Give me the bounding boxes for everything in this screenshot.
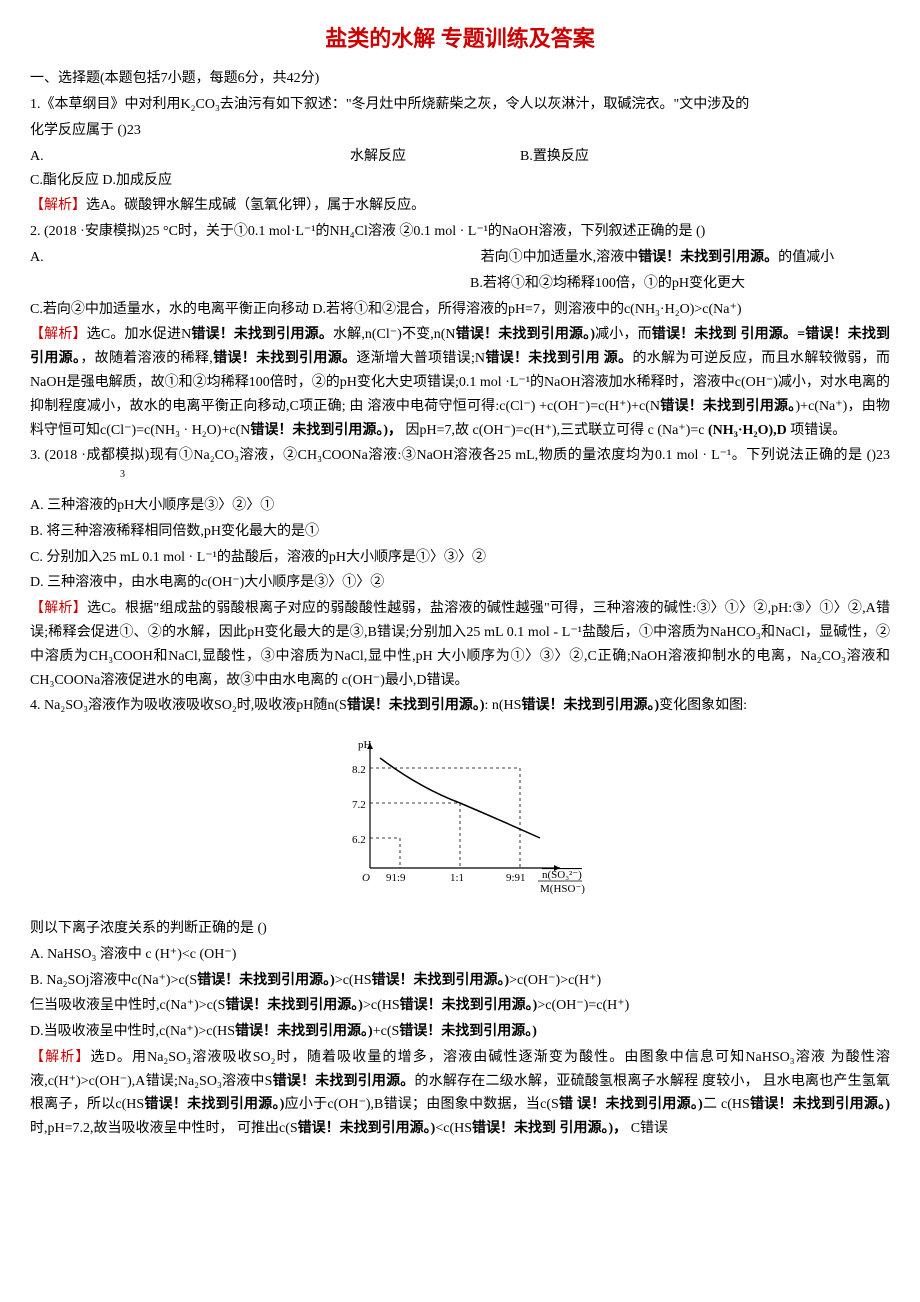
- q2-optB-row: B.若将①和②均稀释100倍，①的pH变化更大: [30, 272, 890, 296]
- q1-optA-label: A.: [30, 149, 44, 164]
- q4-stem-pre: 4. Na₂SO₃溶液作为吸收液吸收SO₂时,吸收液pH随n(S: [30, 698, 347, 713]
- q2-a2: 水解,n(Cl⁻)不变,n(N: [333, 327, 456, 342]
- q3-optD: D. 三种溶液中，由水电离的c(OH⁻)大小顺序是③〉①〉②: [30, 571, 890, 595]
- q4-stem-mid: : n(HS: [485, 698, 522, 713]
- q1-stem-2: 化学反应属于 ()23: [30, 119, 890, 143]
- q2-a1: 选C。加水促进N: [87, 327, 192, 342]
- q4-ana4: 二 c(HS: [703, 1097, 750, 1112]
- q4-optC-pre: 仨当吸收液呈中性时,c(Na⁺)>c(S: [30, 998, 225, 1013]
- q4-optC-e1: 错误！未找到引用源。): [225, 998, 363, 1013]
- xtick-2: 1:1: [450, 872, 464, 884]
- q4-ae5: 错误！未找到引用源。): [298, 1121, 436, 1136]
- q4-ana-label: 【解析】: [30, 1050, 91, 1065]
- q4-stem: 4. Na₂SO₃溶液作为吸收液吸收SO₂时,吸收液pH随n(S错误！未找到引用…: [30, 694, 890, 718]
- q1-ana-label: 【解析】: [30, 198, 86, 213]
- q2-optCD: C.若向②中加适量水，水的电离平衡正向移动 D.若将①和②混合，所得溶液的pH=…: [30, 298, 890, 322]
- q4-optB-e1: 错误！未找到引用源。): [197, 973, 335, 988]
- q2-stem: 2. (2018 ·安康模拟)25 °C时，关于①0.1 mol·L⁻¹的NH₄…: [30, 220, 890, 244]
- q2-err1: 错误！未找到引用源。: [638, 250, 778, 265]
- svg-text:O: O: [362, 872, 370, 884]
- q3-stem-text: 3. (2018 ·成都模拟)现有①Na₂CO₃溶液，②CH₃COONa溶液:③…: [30, 448, 890, 463]
- q4-ae1: 错误！未找到引用源。: [272, 1074, 414, 1089]
- q4-ae6: 错误！未找到 引用源。)，: [472, 1121, 627, 1136]
- q4-ana7: C错误: [627, 1121, 668, 1136]
- xtick-1: 91:9: [386, 872, 406, 884]
- xlabel-top: n(SO₃²⁻): [542, 869, 582, 881]
- q1-optC: C.酯化反应 D.加成反应: [30, 169, 172, 193]
- q3-stem: 3. (2018 ·成都模拟)现有①Na₂CO₃溶液，②CH₃COONa溶液:③…: [30, 444, 890, 492]
- q4-optB-pre: B. Na₂SOj溶液中c(Na⁺)>c(S: [30, 973, 197, 988]
- q4-optD-e2: 错误！未找到引用源。): [399, 1024, 537, 1039]
- q4-optC-mid: >c(HS: [363, 998, 400, 1013]
- q2-e7: 错误！未找到引用源。)，: [250, 423, 402, 438]
- q3-optB: B. 将三种溶液稀释相同倍数,pH变化最大的是①: [30, 520, 890, 544]
- section-header: 一、选择题(本题包括7小题，每题6分，共42分): [30, 67, 890, 91]
- q2-e8: (NH₃·H₂O),D: [708, 423, 787, 438]
- q2-ana-label: 【解析】: [30, 327, 87, 342]
- ylabel: pH: [358, 739, 372, 751]
- xtick-3: 9:91: [506, 872, 526, 884]
- q3-sup3: 3: [30, 469, 125, 480]
- q2-analysis: 【解析】选C。加水促进N错误！未找到引用源。水解,n(Cl⁻)不变,n(N错误！…: [30, 323, 890, 442]
- q1-analysis: 【解析】选A。碳酸钾水解生成碱（氢氧化钾），属于水解反应。: [30, 194, 890, 218]
- ytick-2: 7.2: [352, 799, 366, 811]
- q4-optC-e2: 错误！未找到引用源。): [400, 998, 538, 1013]
- q4-ae4: 错误！未找到引用源。): [750, 1097, 890, 1112]
- q4-optD-pre: D.当吸收液呈中性时,c(Na⁺)>c(HS: [30, 1024, 235, 1039]
- q2-a3: 减小，而: [595, 327, 652, 342]
- chart-figure: 6.2 7.2 8.2 pH 91:9 1:1 9:91 O n(SO₃²⁻) …: [30, 728, 890, 907]
- q2-a4: ，故随着溶液的稀释,: [80, 351, 212, 366]
- q3-optC: C. 分别加入25 mL 0.1 mol · L⁻¹的盐酸后，溶液的pH大小顺序…: [30, 546, 890, 570]
- q2-optB: B.若将①和②均稀释100倍，①的pH变化更大: [470, 276, 745, 291]
- q2-e4: 错误！未找到引用源。: [213, 351, 357, 366]
- q2-e2: 错误！未找到引用源。): [456, 327, 595, 342]
- q4-e2: 错误！未找到引用源。): [521, 698, 659, 713]
- q3-ana-label: 【解析】: [30, 601, 87, 616]
- q1-stem-1: 1.《本草纲目》中对利用K₂CO₃去油污有如下叙述："冬月灶中所烧薪柴之灰，令人…: [30, 93, 890, 117]
- q4-ana5: 时,pH=7.2,故当吸收液呈中性时， 可推出c(S: [30, 1121, 298, 1136]
- q4-after-chart: 则以下离子浓度关系的判断正确的是 (): [30, 917, 890, 941]
- q4-optB-post: >c(OH⁻)>c(H⁺): [509, 973, 601, 988]
- q4-optB-e2: 错误！未找到引用源。): [371, 973, 509, 988]
- q4-ae3: 错 误！未找到引用源。): [559, 1097, 703, 1112]
- q4-optD: D.当吸收液呈中性时,c(Na⁺)>c(HS错误！未找到引用源。)+c(S错误！…: [30, 1020, 890, 1044]
- q4-optB-mid: >c(HS: [335, 973, 372, 988]
- q3-optA: A. 三种溶液的pH大小顺序是③〉②〉①: [30, 494, 890, 518]
- q4-stem-post: 变化图象如图:: [659, 698, 747, 713]
- q2-optA-text: 若向①中加适量水,溶液中: [481, 250, 639, 265]
- q4-ana3: 应小于c(OH⁻),B错误；由图象中数据，当c(S: [284, 1097, 558, 1112]
- page-title: 盐类的水解 专题训练及答案: [30, 20, 890, 57]
- q4-optC-post: >c(OH⁻)=c(H⁺): [537, 998, 629, 1013]
- q4-optB: B. Na₂SOj溶液中c(Na⁺)>c(S错误！未找到引用源。)>c(HS错误…: [30, 969, 890, 993]
- q4-e1: 错误！未找到引用源。): [347, 698, 485, 713]
- ytick-3: 8.2: [352, 764, 366, 776]
- q1-optB: B.置换反应: [520, 145, 750, 169]
- q2-optA-label: A.: [30, 250, 44, 265]
- xlabel-bot: M(HSO⁻): [540, 883, 585, 895]
- q1-options: A. 水解反应 B.置换反应 C.酯化反应 D.加成反应: [30, 145, 890, 193]
- q2-e5: 错误！未找到引用 源。: [485, 351, 632, 366]
- q4-optA: A. NaHSO₃ 溶液中 c (H⁺)<c (OH⁻): [30, 943, 890, 967]
- q2-e6: 错误！未找到引用源。: [660, 399, 795, 414]
- q2-a5: 逐渐增大普项错误;N: [356, 351, 485, 366]
- q4-optC: 仨当吸收液呈中性时,c(Na⁺)>c(S错误！未找到引用源。)>c(HS错误！未…: [30, 994, 890, 1018]
- q1-optA-text: 水解反应: [350, 145, 520, 169]
- q4-optD-e1: 错误！未找到引用源。): [235, 1024, 373, 1039]
- q3-analysis: 【解析】选C。根据"组成盐的弱酸根离子对应的弱酸酸性越弱，盐溶液的碱性越强"可得…: [30, 597, 890, 692]
- q2-a8: 因pH=7,故 c(OH⁻)=c(H⁺),三式联立可得 c (Na⁺)=c: [402, 423, 708, 438]
- q2-a9: 项错误。: [787, 423, 847, 438]
- ytick-1: 6.2: [352, 834, 366, 846]
- q2-optA-tail: 的值减小: [778, 250, 834, 265]
- q2-e1: 错误！未找到引用源。: [191, 327, 333, 342]
- q4-ana6: <c(HS: [435, 1121, 472, 1136]
- q1-ana-text: 选A。碳酸钾水解生成碱（氢氧化钾），属于水解反应。: [86, 198, 425, 213]
- q4-analysis: 【解析】选D。用Na₂SO₃溶液吸收SO₂时，随着吸收量的增多，溶液由碱性逐渐变…: [30, 1046, 890, 1141]
- q4-optD-mid: +c(S: [373, 1024, 400, 1039]
- q2-optA-row: A. 若向①中加适量水,溶液中错误！未找到引用源。的值减小: [30, 246, 890, 270]
- q3-ana-text: 选C。根据"组成盐的弱酸根离子对应的弱酸酸性越弱，盐溶液的碱性越强"可得，三种溶…: [30, 601, 890, 687]
- q4-ae2: 错误！未找到引用源。): [144, 1097, 284, 1112]
- q2-e3: 错误！未找到: [652, 327, 737, 342]
